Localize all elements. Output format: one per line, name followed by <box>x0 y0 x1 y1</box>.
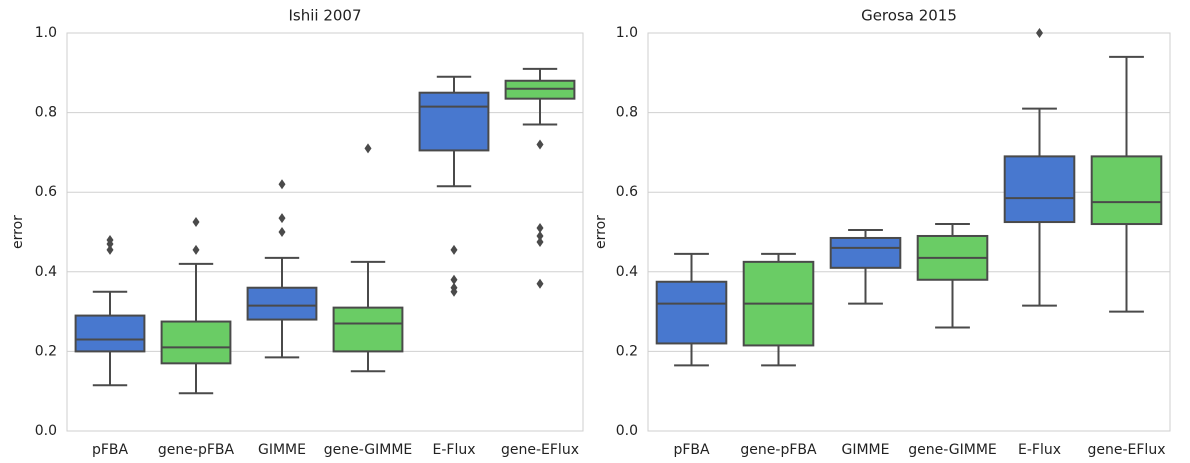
plot-frame <box>647 32 1171 432</box>
y-axis-label: error <box>593 215 609 249</box>
chart-title: Ishii 2007 <box>288 7 361 25</box>
x-tick-label: pFBA <box>673 442 710 458</box>
y-tick-label: 0.0 <box>616 423 638 439</box>
box <box>1003 155 1076 224</box>
x-tick-label: gene-GIMME <box>908 442 997 458</box>
box <box>829 236 902 269</box>
y-tick-label: 1.0 <box>35 25 57 41</box>
plot-frame <box>66 32 584 432</box>
box <box>160 320 232 365</box>
chart-title: Gerosa 2015 <box>861 7 957 25</box>
outlier <box>278 213 286 224</box>
x-tick-label: gene-EFlux <box>1088 442 1166 458</box>
box <box>74 314 146 353</box>
x-tick-label: pFBA <box>92 442 129 458</box>
outlier <box>278 179 286 190</box>
box <box>418 91 490 152</box>
box <box>655 280 728 345</box>
box <box>1090 155 1163 226</box>
outlier <box>1036 28 1043 38</box>
outlier <box>278 227 286 237</box>
box <box>246 286 318 321</box>
outlier <box>536 278 544 289</box>
y-tick-label: 0.2 <box>35 343 57 359</box>
outlier <box>536 236 544 247</box>
outlier <box>106 234 114 245</box>
outlier <box>192 244 200 255</box>
y-axis-label: error <box>10 215 26 249</box>
y-tick-label: 0.8 <box>35 105 57 121</box>
y-tick-label: 0.6 <box>616 184 638 200</box>
outlier <box>106 244 114 255</box>
x-tick-label: gene-pFBA <box>158 442 235 458</box>
y-tick-label: 0.8 <box>616 105 638 121</box>
box <box>332 306 404 353</box>
y-tick-label: 0.4 <box>616 264 638 280</box>
y-tick-label: 0.0 <box>35 423 57 439</box>
y-tick-label: 0.4 <box>35 264 57 280</box>
outlier <box>450 244 458 255</box>
y-tick-label: 0.6 <box>35 184 57 200</box>
outlier <box>364 143 372 154</box>
x-tick-label: gene-pFBA <box>740 442 817 458</box>
outlier <box>536 223 544 234</box>
outlier <box>192 217 200 228</box>
outlier <box>450 282 458 293</box>
x-tick-label: GIMME <box>258 442 306 458</box>
x-tick-label: gene-GIMME <box>324 442 413 458</box>
y-tick-label: 0.2 <box>616 343 638 359</box>
x-tick-label: GIMME <box>842 442 890 458</box>
outlier <box>536 139 544 150</box>
x-tick-label: E-Flux <box>433 442 476 458</box>
y-tick-label: 1.0 <box>616 25 638 41</box>
outlier <box>536 230 544 241</box>
x-tick-label: E-Flux <box>1018 442 1061 458</box>
x-tick-label: gene-EFlux <box>501 442 579 458</box>
outlier <box>450 274 458 285</box>
